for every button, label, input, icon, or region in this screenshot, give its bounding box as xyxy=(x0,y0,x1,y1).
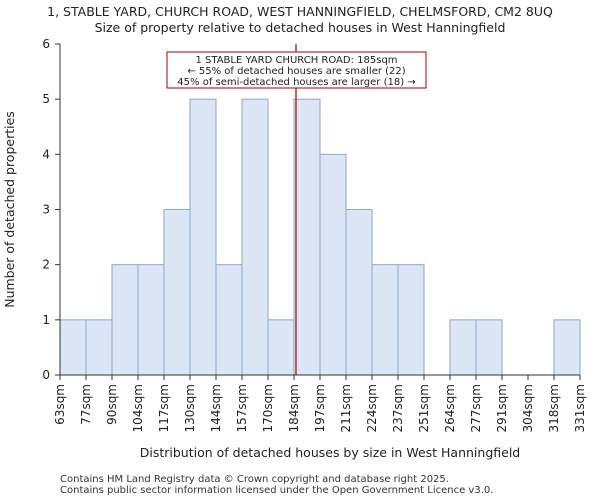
annotation-box xyxy=(166,51,427,89)
x-tick-label-184sqm: 184sqm xyxy=(287,384,301,432)
marker-group: 1 STABLE YARD CHURCH ROAD: 185sqm← 55% o… xyxy=(166,44,427,375)
bar-chart: 0 1 2 3 4 5 6 63sqm 77sqm 90sqm 104sqm 117sqm 130sqm… xyxy=(2,37,587,460)
y-tick-label-0: 0 xyxy=(42,368,50,382)
x-axis-label: Distribution of detached houses by size … xyxy=(140,445,520,460)
annotation-line-3: 45% of semi-detached houses are larger (… xyxy=(177,77,415,88)
axes-group: 0 1 2 3 4 5 6 63sqm 77sqm 90sqm 104sqm 117sqm 130sqm… xyxy=(2,37,587,460)
bar-130sqm xyxy=(189,98,217,376)
bar-277sqm xyxy=(475,319,503,376)
x-tick-label-304sqm: 304sqm xyxy=(521,384,535,432)
y-tick-label-5: 5 xyxy=(42,92,50,106)
footer-line-1: Contains HM Land Registry data © Crown c… xyxy=(60,474,449,485)
y-tick-label-4: 4 xyxy=(42,147,50,161)
x-tick-label-104sqm: 104sqm xyxy=(131,384,145,432)
x-tick-label-331sqm: 331sqm xyxy=(573,384,587,432)
bar-264sqm xyxy=(449,319,477,376)
x-tick-label-277sqm: 277sqm xyxy=(469,384,483,432)
y-tick-label-3: 3 xyxy=(42,203,50,217)
bars-group xyxy=(59,98,581,376)
x-tick-label-90sqm: 90sqm xyxy=(105,384,119,425)
bar-211sqm xyxy=(345,209,373,376)
x-tick-label-77sqm: 77sqm xyxy=(79,384,93,425)
bar-77sqm xyxy=(85,319,113,376)
bar-104sqm xyxy=(137,264,165,376)
x-tick-label-291sqm: 291sqm xyxy=(495,384,509,432)
chart-subtitle: Size of property relative to detached ho… xyxy=(94,20,506,35)
x-tick-label-318sqm: 318sqm xyxy=(547,384,561,432)
bar-224sqm xyxy=(371,264,399,376)
annotation-line-2: ← 55% of detached houses are smaller (22… xyxy=(187,66,405,77)
bar-184sqm xyxy=(293,98,321,376)
x-tick-label-224sqm: 224sqm xyxy=(365,384,379,432)
x-tick-label-144sqm: 144sqm xyxy=(209,384,223,432)
bar-170sqm xyxy=(267,319,295,376)
bar-237sqm xyxy=(397,264,425,376)
x-tick-label-197sqm: 197sqm xyxy=(313,384,327,432)
x-tick-label-117sqm: 117sqm xyxy=(157,384,171,432)
x-tick-label-211sqm: 211sqm xyxy=(339,384,353,432)
x-tick-label-237sqm: 237sqm xyxy=(391,384,405,432)
y-tick-label-6: 6 xyxy=(42,37,50,51)
x-tick-label-157sqm: 157sqm xyxy=(235,384,249,432)
bar-90sqm xyxy=(111,264,139,376)
x-tick-label-170sqm: 170sqm xyxy=(261,384,275,432)
bar-117sqm xyxy=(163,209,191,376)
y-axis-label: Number of detached properties xyxy=(2,111,17,308)
chart-title: 1, STABLE YARD, CHURCH ROAD, WEST HANNIN… xyxy=(47,4,553,19)
bar-157sqm xyxy=(241,98,269,376)
bar-144sqm xyxy=(215,264,243,376)
bar-318sqm xyxy=(553,319,581,376)
bar-63sqm xyxy=(59,319,87,376)
annotation-line-1: 1 STABLE YARD CHURCH ROAD: 185sqm xyxy=(195,55,397,66)
bar-197sqm xyxy=(319,153,347,376)
x-tick-label-130sqm: 130sqm xyxy=(183,384,197,432)
y-tick-label-2: 2 xyxy=(42,258,50,272)
x-tick-label-251sqm: 251sqm xyxy=(417,384,431,432)
footer-line-2: Contains public sector information licen… xyxy=(60,485,494,496)
x-tick-label-264sqm: 264sqm xyxy=(443,384,457,432)
y-tick-label-1: 1 xyxy=(42,313,50,327)
x-tick-label-63sqm: 63sqm xyxy=(53,384,67,425)
